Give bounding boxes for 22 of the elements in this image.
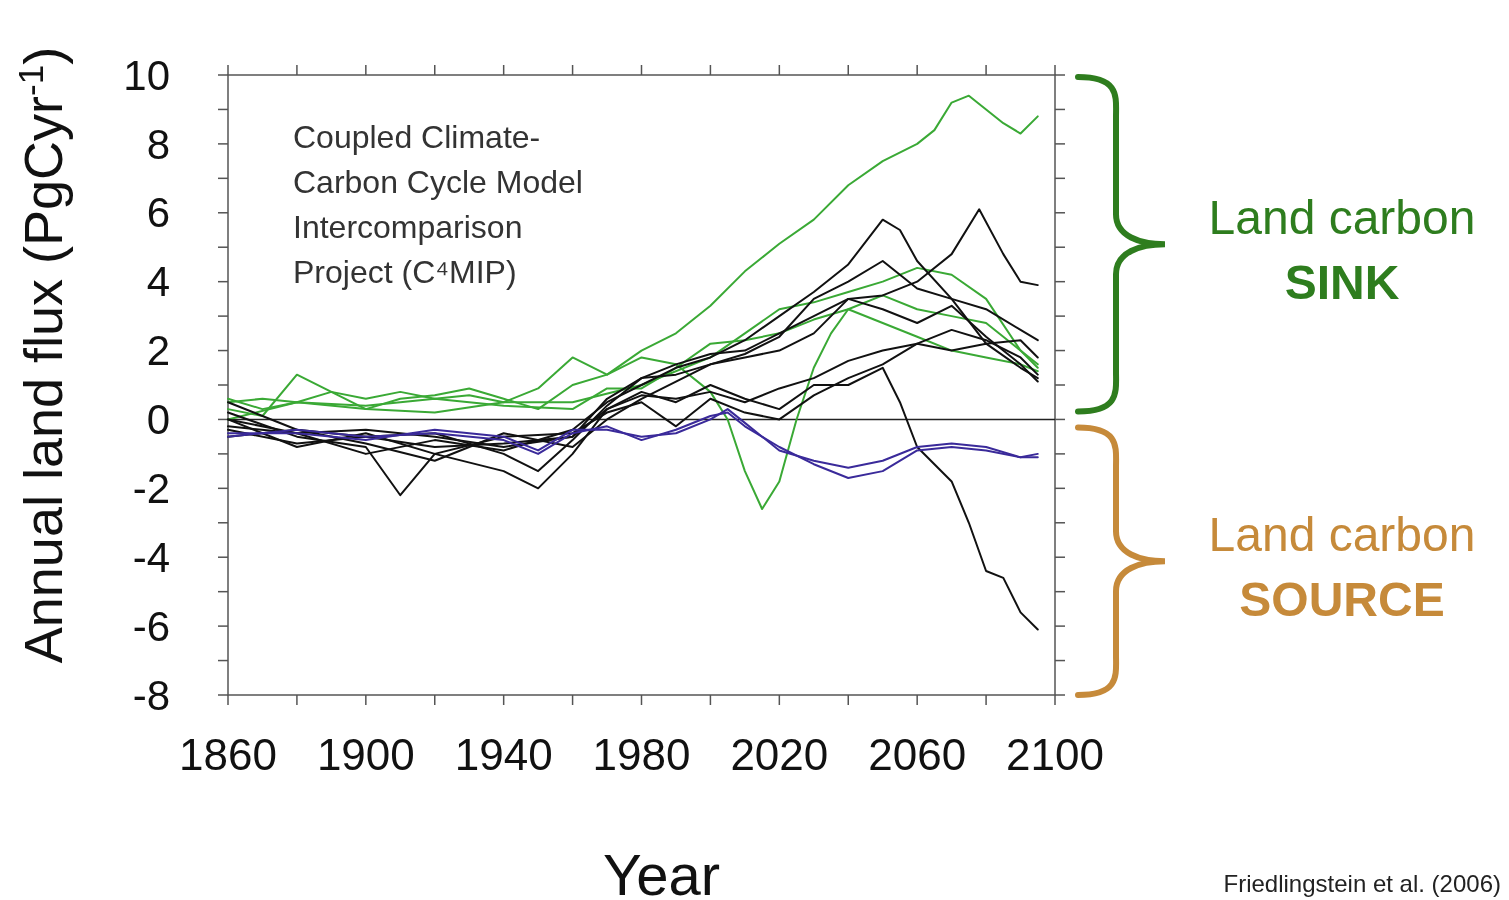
y-tick-label: -4 (132, 533, 170, 581)
text: Land carbon SOURCE (1208, 508, 1476, 627)
x-tick-label: 2020 (730, 730, 829, 779)
y-tick-label: 8 (146, 120, 170, 168)
x-tick-label: 1980 (592, 730, 691, 779)
x-tick-label: 1940 (454, 730, 553, 779)
x-tick-label: 2100 (1006, 730, 1104, 779)
y-tick-label: 10 (123, 51, 170, 99)
y-tick-label: 2 (146, 327, 170, 375)
y-tick-label: 4 (146, 258, 170, 306)
y-tick-label: 6 (146, 189, 170, 237)
text: Friedlingstein et al. (2006) (1223, 870, 1501, 897)
y-tick-label: -6 (132, 602, 170, 650)
y-tick-label: 0 (146, 396, 170, 444)
y-tick-label: -8 (132, 671, 170, 719)
x-tick-label: 1860 (179, 730, 277, 779)
y-tick-label: -2 (132, 465, 170, 513)
x-axis-title: Year (602, 842, 721, 900)
x-tick-label: 1900 (316, 730, 415, 779)
x-tick-label: 2060 (868, 730, 967, 779)
text: Land carbon SINK (1208, 191, 1476, 310)
text: Coupled Climate-Carbon Cycle Model Intercomparison Project (C⁴MIP) (293, 119, 583, 290)
